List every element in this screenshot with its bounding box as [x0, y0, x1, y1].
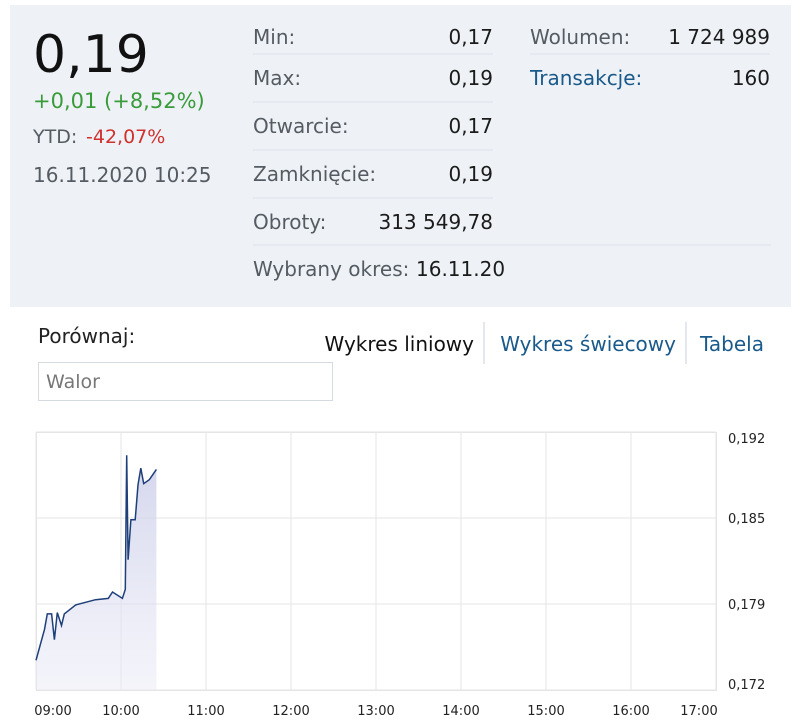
compare-placeholder: Walor [46, 371, 100, 393]
y-tick-label: 0,172 [728, 678, 765, 693]
chart-tab[interactable]: Tabela [699, 332, 764, 356]
x-tick-label: 15:00 [527, 704, 564, 719]
x-tick-label: 16:00 [612, 704, 649, 719]
price-line [35, 455, 158, 661]
compare-input[interactable] [38, 362, 333, 401]
x-tick-label: 17:00 [680, 704, 717, 719]
stat-value: 0,19 [448, 162, 493, 186]
stat-value: 160 [732, 66, 770, 90]
x-tick-label: 14:00 [442, 704, 479, 719]
stat-label: Obroty: [253, 210, 326, 234]
compare-label: Porównaj: [38, 324, 135, 348]
stat-label: Wolumen: [530, 25, 630, 49]
period-value: 16.11.20 [416, 257, 505, 281]
area [36, 455, 157, 690]
stat-label: Otwarcie: [253, 114, 349, 138]
period-label: Wybrany okres: [253, 257, 409, 281]
chart-tab[interactable]: Wykres liniowy [325, 332, 475, 356]
change: +0,01 (+8,52%) [33, 89, 205, 113]
x-tick-label: 11:00 [187, 704, 224, 719]
price: 0,19 [33, 25, 149, 85]
stat-label: Transakcje: [529, 66, 642, 90]
y-tick-label: 0,185 [728, 512, 765, 527]
datetime: 16.11.2020 10:25 [33, 163, 212, 187]
y-tick-label: 0,179 [728, 598, 765, 613]
summary-panel [10, 5, 791, 307]
stat-label: Zamknięcie: [253, 162, 376, 186]
x-tick-label: 09:00 [34, 704, 71, 719]
x-tick-label: 12:00 [272, 704, 309, 719]
ytd-value: -42,07% [86, 126, 165, 148]
y-tick-label: 0,192 [728, 432, 765, 447]
stat-label: Max: [253, 66, 301, 90]
stat-value: 0,19 [448, 66, 493, 90]
stat-value: 313 549,78 [378, 210, 493, 234]
stat-value: 0,17 [448, 25, 493, 49]
chart-tab[interactable]: Wykres świecowy [500, 332, 676, 356]
ytd-label: YTD: [32, 126, 77, 148]
stat-value: 1 724 989 [668, 25, 770, 49]
x-tick-label: 10:00 [102, 704, 139, 719]
stat-label: Min: [253, 25, 295, 49]
stat-value: 0,17 [448, 114, 493, 138]
x-tick-label: 13:00 [357, 704, 394, 719]
